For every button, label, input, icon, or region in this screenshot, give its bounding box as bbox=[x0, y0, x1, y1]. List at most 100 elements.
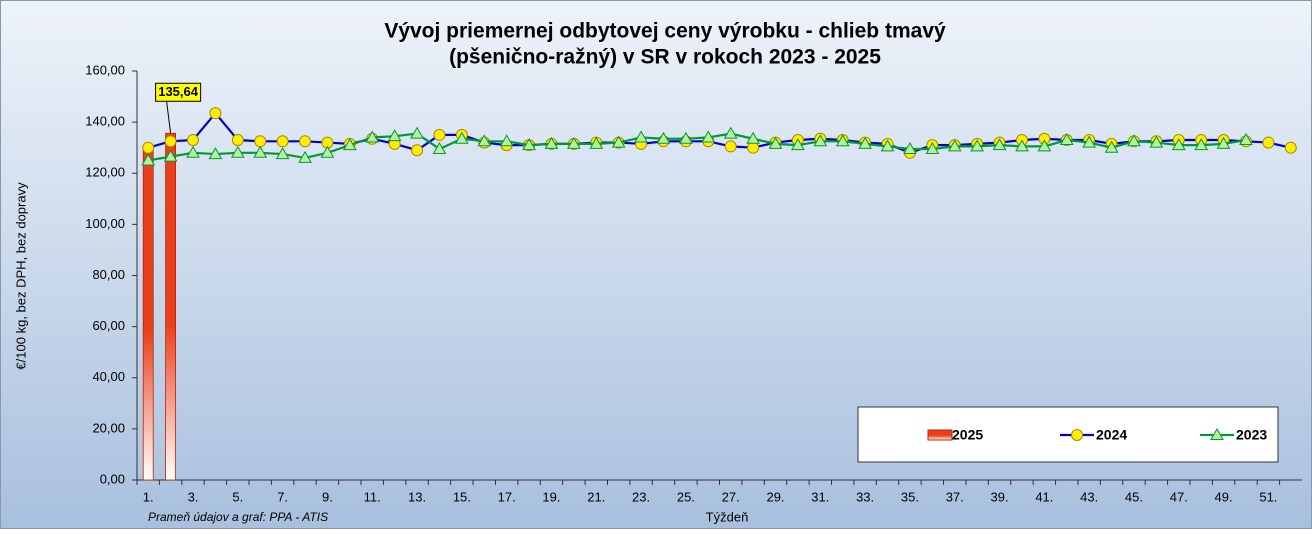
point bbox=[1059, 133, 1074, 146]
y-tick-label: 80,00 bbox=[92, 267, 125, 282]
point bbox=[1127, 134, 1141, 147]
point bbox=[1149, 135, 1164, 148]
point bbox=[858, 136, 872, 149]
point bbox=[903, 141, 917, 154]
point bbox=[1194, 138, 1209, 151]
point bbox=[723, 126, 738, 139]
x-tick-label: 39. bbox=[991, 489, 1009, 504]
x-tick-label: 49. bbox=[1215, 489, 1233, 504]
chart-title: (pšenično-ražný) v SR v rokoch 2023 - 20… bbox=[449, 46, 881, 69]
point bbox=[411, 144, 424, 157]
legend-label: 2025 bbox=[952, 427, 983, 443]
point bbox=[187, 134, 200, 147]
point bbox=[231, 134, 244, 147]
point bbox=[1216, 136, 1231, 149]
point bbox=[298, 150, 312, 163]
x-tick-label: 25. bbox=[677, 489, 695, 504]
x-tick-label: 41. bbox=[1035, 489, 1053, 504]
point bbox=[433, 128, 446, 141]
x-tick-label: 27. bbox=[722, 489, 740, 504]
y-tick-label: 120,00 bbox=[85, 165, 125, 180]
x-tick-label: 15. bbox=[453, 489, 471, 504]
point bbox=[1210, 427, 1224, 440]
x-tick-label: 35. bbox=[901, 489, 919, 504]
point bbox=[791, 138, 805, 151]
point bbox=[1104, 140, 1119, 153]
point bbox=[992, 138, 1007, 151]
legend-label: 2023 bbox=[1236, 427, 1267, 443]
point bbox=[611, 135, 626, 148]
point bbox=[656, 131, 671, 144]
point bbox=[634, 130, 648, 143]
x-tick-label: 21. bbox=[587, 489, 605, 504]
point bbox=[387, 129, 402, 142]
x-axis-label: Týždeň bbox=[706, 509, 749, 524]
point bbox=[208, 147, 223, 160]
point bbox=[1037, 139, 1052, 152]
point bbox=[1262, 136, 1275, 149]
point bbox=[1071, 429, 1083, 441]
y-tick-label: 60,00 bbox=[92, 318, 125, 333]
point bbox=[342, 138, 357, 151]
legend-label: 2024 bbox=[1096, 427, 1127, 443]
x-tick-label: 43. bbox=[1080, 489, 1098, 504]
x-tick-label: 17. bbox=[498, 489, 516, 504]
x-tick-label: 51. bbox=[1259, 489, 1277, 504]
chart-title: Vývoj priemernej odbytovej ceny výrobku … bbox=[384, 20, 946, 43]
point bbox=[1171, 138, 1186, 151]
point bbox=[454, 131, 469, 144]
point bbox=[701, 130, 716, 143]
point bbox=[230, 145, 245, 158]
x-tick-label: 47. bbox=[1170, 489, 1188, 504]
point bbox=[947, 139, 962, 152]
point bbox=[320, 145, 335, 158]
point bbox=[970, 139, 985, 152]
point bbox=[522, 138, 536, 151]
point bbox=[141, 153, 156, 166]
bar bbox=[165, 132, 177, 481]
x-tick-label: 13. bbox=[408, 489, 426, 504]
point bbox=[275, 147, 290, 160]
x-tick-label: 31. bbox=[811, 489, 829, 504]
point bbox=[679, 131, 693, 144]
y-tick-label: 100,00 bbox=[85, 216, 125, 231]
y-tick-label: 140,00 bbox=[85, 114, 125, 129]
y-tick-label: 40,00 bbox=[92, 369, 125, 384]
point bbox=[1284, 141, 1297, 154]
point bbox=[747, 141, 760, 154]
x-tick-label: 11. bbox=[364, 489, 381, 504]
x-tick-label: 37. bbox=[946, 489, 964, 504]
point bbox=[163, 149, 178, 162]
leader-line bbox=[166, 101, 172, 134]
point bbox=[746, 131, 760, 144]
x-tick-label: 3. bbox=[188, 489, 199, 504]
x-tick-label: 7. bbox=[277, 489, 288, 504]
x-tick-label: 45. bbox=[1125, 489, 1143, 504]
point bbox=[1239, 133, 1253, 146]
x-tick-label: 19. bbox=[542, 489, 560, 504]
point bbox=[299, 135, 312, 148]
point bbox=[768, 136, 783, 149]
point bbox=[209, 107, 222, 120]
y-tick-label: 160,00 bbox=[85, 62, 125, 77]
series-line bbox=[147, 111, 1292, 154]
source-note: Prameň údajov a graf: PPA - ATIS bbox=[148, 510, 328, 524]
x-tick-label: 5. bbox=[232, 489, 243, 504]
point bbox=[276, 135, 289, 148]
point bbox=[1082, 135, 1097, 148]
bar bbox=[142, 147, 154, 481]
x-tick-label: 23. bbox=[632, 489, 650, 504]
point bbox=[925, 141, 940, 154]
point bbox=[164, 135, 177, 148]
point bbox=[835, 134, 850, 147]
point bbox=[142, 141, 155, 154]
point bbox=[365, 130, 380, 143]
point bbox=[724, 140, 737, 153]
x-tick-label: 9. bbox=[322, 489, 333, 504]
x-tick-label: 33. bbox=[856, 489, 874, 504]
point bbox=[567, 136, 581, 149]
y-tick-label: 20,00 bbox=[92, 420, 125, 435]
y-axis-label: €/100 kg, bez DPH, bez dopravy bbox=[13, 182, 28, 370]
data-label-box bbox=[155, 82, 202, 102]
